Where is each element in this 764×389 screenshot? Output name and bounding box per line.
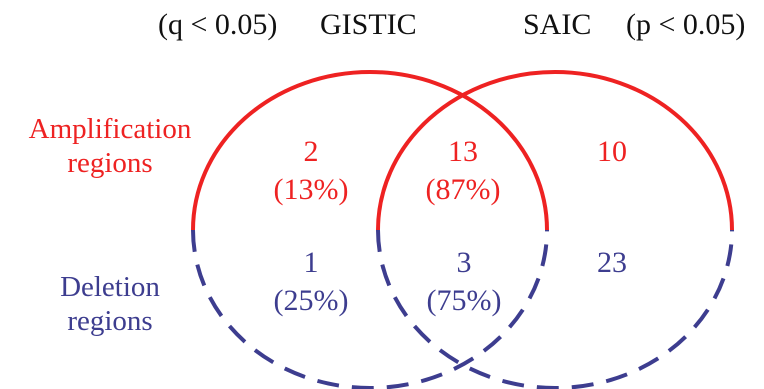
amplification-saic-only-cell: 10 [597,133,627,171]
saic-threshold-label: (p < 0.05) [626,8,746,41]
saic-circle-amplification-arc [376,70,734,231]
deletion-row-label-line1: Deletion [60,271,160,303]
deletion-row-label-line2: regions [67,305,153,338]
amplification-overlap-percent: (87%) [425,173,501,207]
amplification-saic-only-count: 10 [597,135,627,168]
gistic-circle-deletion-arc [191,229,549,389]
amplification-row-label: Amplification regions [10,112,210,180]
deletion-saic-only-cell: 23 [597,244,627,282]
amplification-gistic-only-percent: (13%) [273,173,349,207]
gistic-circle-amplification-arc [191,70,549,231]
gistic-title: GISTIC [320,8,417,41]
saic-circle-deletion-arc [376,229,734,389]
gistic-threshold-label: (q < 0.05) [158,8,278,41]
deletion-overlap-count: 3 [456,246,472,279]
saic-title: SAIC [523,8,592,41]
deletion-gistic-only-percent: (25%) [273,284,349,318]
deletion-row-label: Deletion regions [25,270,195,338]
deletion-saic-only-count: 23 [597,246,627,279]
deletion-gistic-only-cell: 1 (25%) [274,244,349,320]
amplification-gistic-only-count: 2 [303,135,319,168]
amplification-row-label-line1: Amplification [28,113,192,145]
deletion-overlap-percent: (75%) [426,284,502,318]
amplification-overlap-cell: 13 (87%) [426,133,501,209]
deletion-gistic-only-count: 1 [303,246,319,279]
amplification-gistic-only-cell: 2 (13%) [274,133,349,209]
deletion-overlap-cell: 3 (75%) [427,244,502,320]
amplification-overlap-count: 13 [447,135,478,168]
amplification-row-label-line2: regions [67,147,153,180]
